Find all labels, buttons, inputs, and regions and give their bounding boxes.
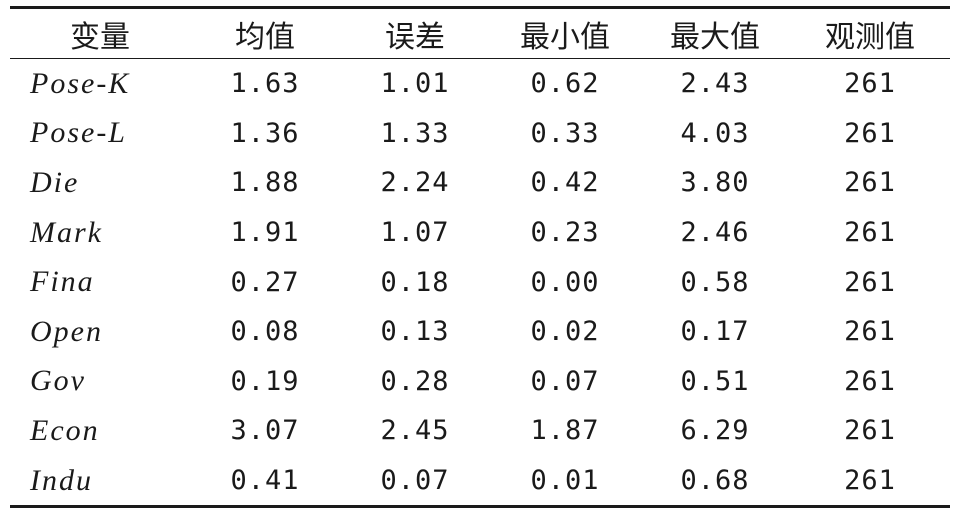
cell-variable: Fina <box>30 265 95 299</box>
table-header: 变量 均值 误差 最小值 最大值 观测值 <box>10 9 950 58</box>
cell-observations: 261 <box>844 217 896 249</box>
cell-max: 0.58 <box>680 266 750 298</box>
cell-error: 1.33 <box>380 117 450 149</box>
table-header-rule <box>10 58 950 59</box>
header-row: 变量 均值 误差 最小值 最大值 观测值 <box>10 9 950 58</box>
cell-variable: Pose-K <box>30 66 131 100</box>
table-row: Fina 0.27 0.18 0.00 0.58 261 <box>10 257 950 307</box>
table-row: Pose-L 1.36 1.33 0.33 4.03 261 <box>10 109 950 159</box>
cell-mean: 1.63 <box>230 68 300 100</box>
cell-max: 2.46 <box>680 217 750 249</box>
cell-variable: Pose-L <box>30 116 127 150</box>
cell-observations: 261 <box>844 266 896 298</box>
cell-max: 0.51 <box>680 365 750 397</box>
table-row: Indu 0.41 0.07 0.01 0.68 261 <box>10 456 950 506</box>
header-observations: 观测值 <box>825 19 915 55</box>
cell-observations: 261 <box>844 117 896 149</box>
cell-error: 0.28 <box>380 365 450 397</box>
descriptive-statistics-body: Pose-K 1.63 1.01 0.62 2.43 261 Pose-L 1.… <box>10 59 950 505</box>
table-body: Pose-K 1.63 1.01 0.62 2.43 261 Pose-L 1.… <box>10 59 950 505</box>
table-row: Die 1.88 2.24 0.42 3.80 261 <box>10 158 950 208</box>
cell-min: 0.00 <box>530 266 600 298</box>
header-min: 最小值 <box>520 19 610 55</box>
cell-observations: 261 <box>844 415 896 447</box>
cell-error: 2.45 <box>380 415 450 447</box>
cell-error: 2.24 <box>380 167 450 199</box>
cell-max: 0.68 <box>680 465 750 497</box>
cell-error: 0.18 <box>380 266 450 298</box>
table-row: Pose-K 1.63 1.01 0.62 2.43 261 <box>10 59 950 109</box>
cell-max: 4.03 <box>680 117 750 149</box>
cell-mean: 1.88 <box>230 167 300 199</box>
cell-error: 0.13 <box>380 316 450 348</box>
cell-variable: Mark <box>30 215 103 249</box>
cell-max: 2.43 <box>680 68 750 100</box>
cell-variable: Die <box>30 165 80 199</box>
cell-max: 3.80 <box>680 167 750 199</box>
cell-variable: Indu <box>30 463 93 497</box>
header-variable: 变量 <box>70 19 130 55</box>
table-top-rule <box>10 6 950 9</box>
cell-error: 0.07 <box>380 465 450 497</box>
table-bottom-rule <box>10 505 950 509</box>
cell-min: 0.62 <box>530 68 600 100</box>
header-max: 最大值 <box>670 19 760 55</box>
cell-error: 1.07 <box>380 217 450 249</box>
cell-min: 0.01 <box>530 465 600 497</box>
cell-variable: Econ <box>30 413 100 447</box>
cell-mean: 1.36 <box>230 117 300 149</box>
table-row: Open 0.08 0.13 0.02 0.17 261 <box>10 307 950 357</box>
cell-variable: Gov <box>30 364 86 398</box>
cell-mean: 3.07 <box>230 415 300 447</box>
header-error: 误差 <box>385 19 445 55</box>
cell-mean: 1.91 <box>230 217 300 249</box>
cell-min: 1.87 <box>530 415 600 447</box>
cell-observations: 261 <box>844 465 896 497</box>
cell-min: 0.33 <box>530 117 600 149</box>
cell-mean: 0.27 <box>230 266 300 298</box>
header-mean: 均值 <box>235 19 295 55</box>
cell-min: 0.02 <box>530 316 600 348</box>
cell-observations: 261 <box>844 316 896 348</box>
cell-observations: 261 <box>844 68 896 100</box>
cell-mean: 0.19 <box>230 365 300 397</box>
table-row: Mark 1.91 1.07 0.23 2.46 261 <box>10 208 950 258</box>
cell-min: 0.07 <box>530 365 600 397</box>
cell-observations: 261 <box>844 167 896 199</box>
cell-variable: Open <box>30 314 103 348</box>
statistics-table-container: 变量 均值 误差 最小值 最大值 观测值 Pose-K 1.63 1.01 0.… <box>10 6 950 509</box>
cell-min: 0.42 <box>530 167 600 199</box>
cell-min: 0.23 <box>530 217 600 249</box>
cell-mean: 0.41 <box>230 465 300 497</box>
descriptive-statistics-table: 变量 均值 误差 最小值 最大值 观测值 <box>10 9 950 58</box>
cell-max: 0.17 <box>680 316 750 348</box>
cell-observations: 261 <box>844 365 896 397</box>
cell-max: 6.29 <box>680 415 750 447</box>
table-row: Gov 0.19 0.28 0.07 0.51 261 <box>10 357 950 407</box>
cell-error: 1.01 <box>380 68 450 100</box>
cell-mean: 0.08 <box>230 316 300 348</box>
table-row: Econ 3.07 2.45 1.87 6.29 261 <box>10 406 950 456</box>
